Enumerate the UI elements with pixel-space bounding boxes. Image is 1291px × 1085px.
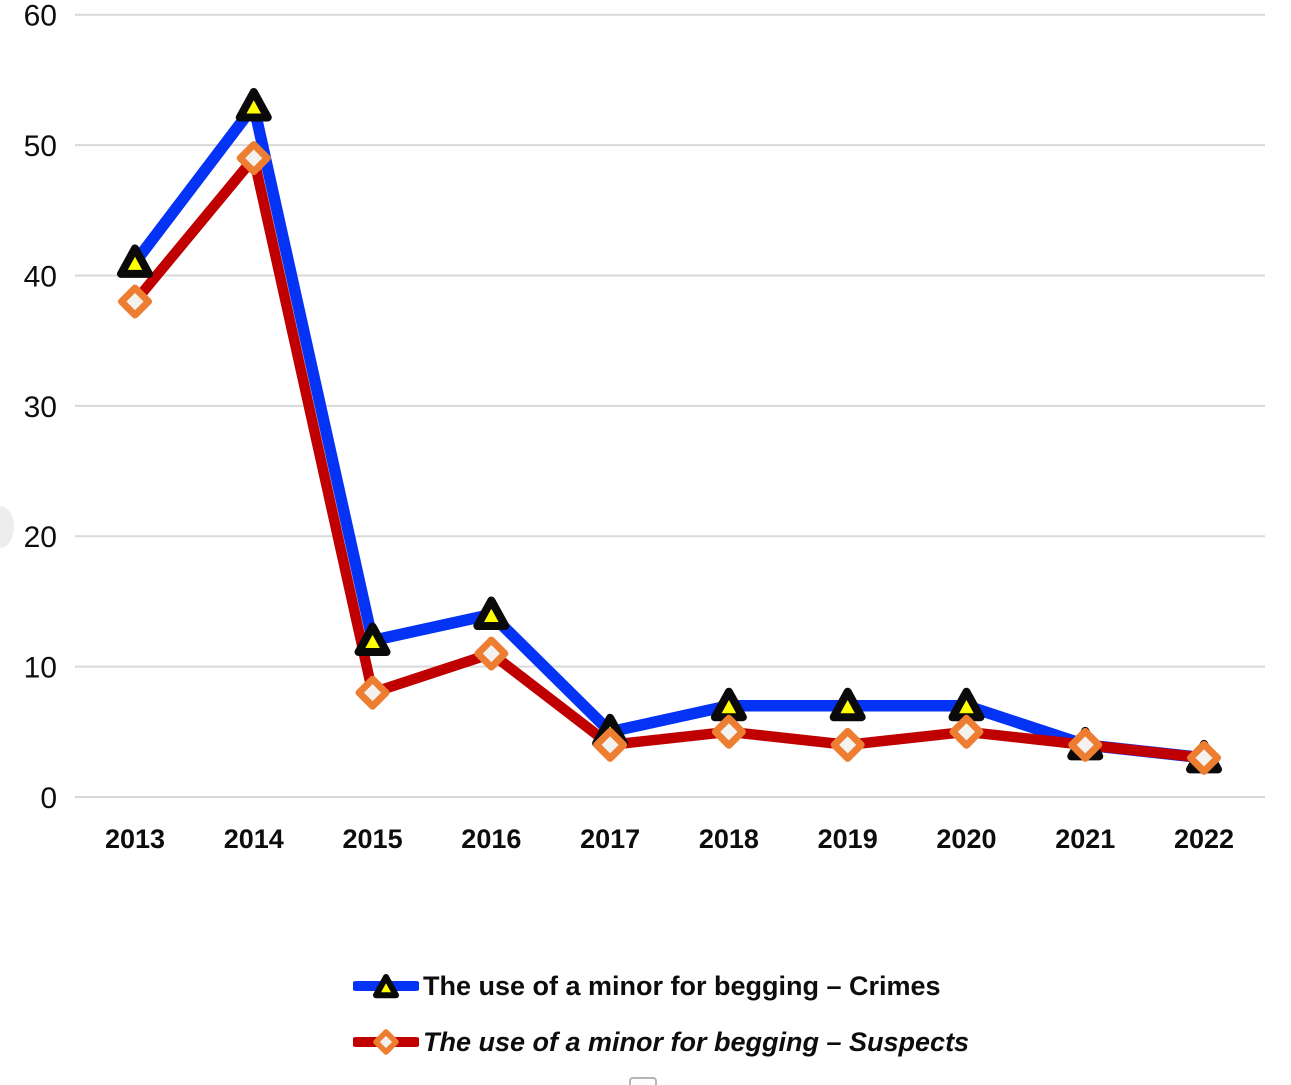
- legend-sample-crimes: [353, 974, 419, 999]
- svg-text:50: 50: [24, 130, 57, 163]
- legend-sample-suspects: [353, 1029, 419, 1055]
- svg-text:2020: 2020: [936, 824, 996, 854]
- svg-text:2022: 2022: [1174, 824, 1234, 854]
- svg-text:2018: 2018: [699, 824, 759, 854]
- svg-text:20: 20: [24, 521, 57, 554]
- left-edge-artifact: [0, 506, 14, 548]
- svg-text:0: 0: [40, 782, 57, 815]
- legend-item-crimes: The use of a minor for begging – Crimes: [353, 968, 969, 1004]
- legend-label-suspects: The use of a minor for begging – Suspect…: [423, 1026, 970, 1057]
- legend-label-crimes: The use of a minor for begging – Crimes: [423, 970, 941, 1001]
- svg-text:60: 60: [24, 0, 57, 33]
- svg-text:2021: 2021: [1055, 824, 1115, 854]
- partial-checkbox[interactable]: [629, 1077, 657, 1085]
- svg-text:2013: 2013: [105, 824, 165, 854]
- svg-text:2014: 2014: [224, 824, 284, 854]
- svg-text:2015: 2015: [343, 824, 403, 854]
- svg-text:2019: 2019: [818, 824, 878, 854]
- legend-item-suspects: The use of a minor for begging – Suspect…: [353, 1024, 969, 1060]
- svg-text:2016: 2016: [461, 824, 521, 854]
- svg-text:2017: 2017: [580, 824, 640, 854]
- svg-text:40: 40: [24, 260, 57, 293]
- svg-text:10: 10: [24, 652, 57, 685]
- svg-text:30: 30: [24, 391, 57, 424]
- line-chart: 0 10 20 30 40 50 60 2013 2014 2015 2016 2017 2018 201…: [24, 0, 1265, 854]
- chart-legend: The use of a minor for begging – Crimes …: [353, 968, 969, 1060]
